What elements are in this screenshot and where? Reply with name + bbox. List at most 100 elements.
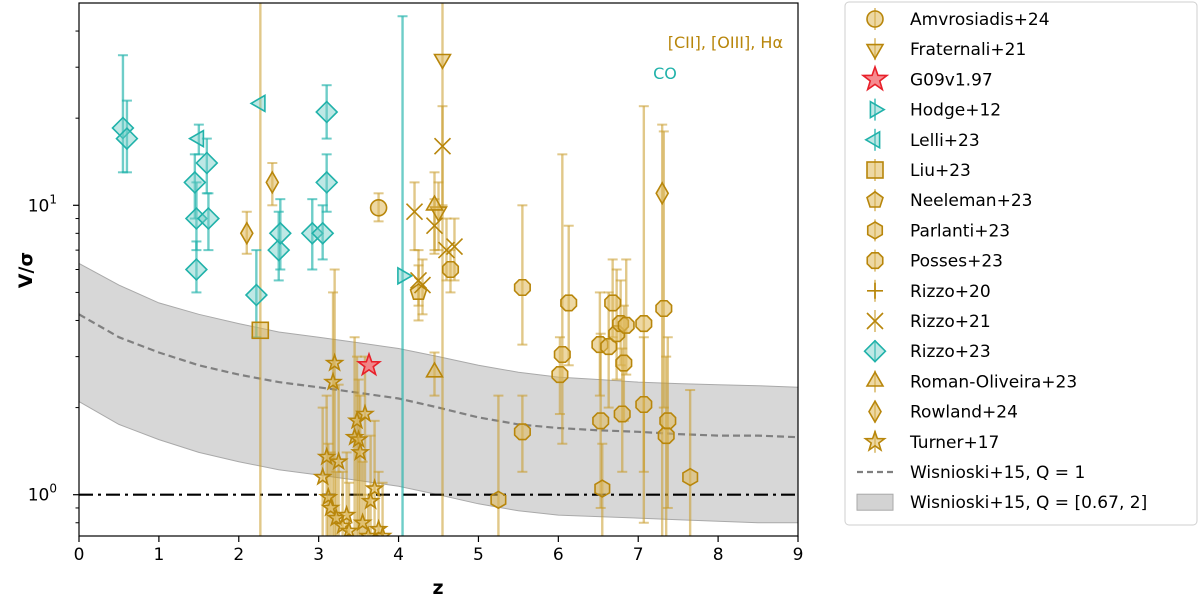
point-rizzo-21-3 xyxy=(425,217,444,235)
point-posses-23-12 xyxy=(613,405,631,423)
point-amvrosiadis-24-0 xyxy=(369,199,388,217)
point-turner-17-16 xyxy=(354,403,376,423)
point-turner-17-13 xyxy=(348,429,369,449)
point-lelli-23-1 xyxy=(188,129,205,148)
point-lelli-23-0 xyxy=(249,94,266,113)
point-parlanti-23-1 xyxy=(594,479,611,498)
legend-label-g09v1-97: G09v1.97 xyxy=(910,70,993,90)
legend-handle-posses-23 xyxy=(866,252,884,270)
legend-label-wisnioski-15-q-1: Wisnioski+15, Q = 1 xyxy=(910,463,1085,483)
x-axis-label: z xyxy=(432,577,443,597)
point-turner-17-0 xyxy=(324,352,345,372)
point-rizzo-23-13 xyxy=(315,100,339,124)
legend-label-roman-oliveira-23: Roman-Oliveira+23 xyxy=(910,372,1077,392)
x-tick-label-0: 0 xyxy=(74,545,85,565)
point-rizzo-23-1 xyxy=(115,127,139,151)
point-turner-17-14 xyxy=(350,441,371,461)
point-rizzo-21-2 xyxy=(413,276,432,294)
legend-label-turner-17: Turner+17 xyxy=(909,433,999,453)
x-tick-label-2: 2 xyxy=(233,545,244,565)
point-g09v1-97-0 xyxy=(355,351,383,377)
point-posses-23-5 xyxy=(560,294,578,312)
point-posses-23-18 xyxy=(657,427,675,445)
point-turner-17-2 xyxy=(312,466,333,486)
legend: Amvrosiadis+24 Fraternali+21 G09v1.97 Hodge… xyxy=(844,1,1198,526)
legend-label-rizzo-20: Rizzo+20 xyxy=(910,282,991,302)
legend-label-rizzo-21: Rizzo+21 xyxy=(910,312,991,332)
x-tick-label-7: 7 xyxy=(633,545,644,565)
point-turner-17-1 xyxy=(322,371,344,391)
legend-handle-roman-oliveira-23 xyxy=(865,370,885,387)
point-rizzo-23-0 xyxy=(111,116,135,140)
legend-label-rizzo-23: Rizzo+23 xyxy=(910,342,991,362)
point-rizzo-23-6 xyxy=(196,206,220,231)
point-turner-17-19 xyxy=(364,478,385,498)
y-axis-label: V/σ xyxy=(15,252,37,288)
legend-handle-g09v1-97 xyxy=(860,64,890,92)
legend-handle-parlanti-23 xyxy=(866,221,884,240)
x-tick-label-6: 6 xyxy=(553,545,564,565)
y-tick-label-1: 100 xyxy=(28,482,57,506)
x-tick-label-5: 5 xyxy=(473,545,484,565)
y-tick-label-10: 101 xyxy=(28,192,57,216)
legend-label-rowland-24: Rowland+24 xyxy=(910,403,1018,423)
x-tick-label-1: 1 xyxy=(153,545,164,565)
point-posses-23-13 xyxy=(615,354,633,372)
point-rizzo-23-4 xyxy=(184,257,208,282)
point-posses-23-16 xyxy=(635,395,653,414)
point-rowland-24-2 xyxy=(655,181,670,206)
legend-handle-neeleman-23 xyxy=(866,190,884,208)
legend-handle-fraternali-21 xyxy=(865,43,885,60)
point-posses-23-1 xyxy=(513,278,531,297)
legend-frame xyxy=(844,1,1198,526)
annotation-co: CO xyxy=(653,64,677,83)
point-posses-23-19 xyxy=(659,412,677,430)
point-rizzo-21-6 xyxy=(445,238,464,256)
legend-label-wisnioski-15-q-0-67-2: Wisnioski+15, Q = [0.67, 2] xyxy=(910,493,1147,513)
point-turner-17-9 xyxy=(336,504,357,524)
legend-handle-wisnioski-15-q-0-67-2 xyxy=(856,493,894,511)
y-tick-exp-1: 0 xyxy=(49,482,57,496)
point-rizzo-23-5 xyxy=(195,151,219,175)
point-turner-17-10 xyxy=(338,520,360,536)
annotation-ionized: [CII], [OIII], Hα xyxy=(668,33,783,52)
legend-label-lelli-23: Lelli+23 xyxy=(910,131,980,151)
point-turner-17-7 xyxy=(328,451,349,471)
point-posses-23-14 xyxy=(617,316,635,334)
point-turner-17-5 xyxy=(320,497,341,517)
legend-handle-hodge-12 xyxy=(869,100,886,119)
point-rizzo-23-3 xyxy=(184,206,208,231)
x-tick-label-8: 8 xyxy=(713,545,724,565)
legend-handle-turner-17 xyxy=(863,429,887,452)
legend-handle-rowland-24 xyxy=(868,399,882,424)
legend-handle-lelli-23 xyxy=(864,130,881,150)
legend-label-posses-23: Posses+23 xyxy=(910,252,1003,272)
point-parlanti-23-2 xyxy=(682,467,699,487)
point-rizzo-23-8 xyxy=(267,238,291,262)
point-turner-17-15 xyxy=(352,512,373,532)
point-posses-23-9 xyxy=(604,294,622,312)
legend-label-liu-23: Liu+23 xyxy=(910,161,971,181)
point-turner-17-3 xyxy=(316,446,337,466)
legend-label-fraternali-21: Fraternali+21 xyxy=(910,40,1026,60)
point-turner-17-18 xyxy=(360,490,381,510)
legend-handle-rizzo-21 xyxy=(866,312,884,330)
point-posses-23-17 xyxy=(655,299,673,318)
legend-label-hodge-12: Hodge+12 xyxy=(910,101,1001,121)
model-line xyxy=(79,313,798,439)
point-roman-oliveira-23-1 xyxy=(425,361,444,378)
point-turner-17-21 xyxy=(372,525,393,536)
legend-label-amvrosiadis-24: Amvrosiadis+24 xyxy=(910,10,1050,30)
point-posses-23-0 xyxy=(441,260,460,279)
point-posses-23-7 xyxy=(592,412,610,430)
legend-handle-rizzo-23 xyxy=(863,339,887,363)
point-rizzo-23-12 xyxy=(315,170,339,194)
point-posses-23-3 xyxy=(551,366,569,384)
legend-label-parlanti-23: Parlanti+23 xyxy=(910,221,1010,241)
point-parlanti-23-0 xyxy=(490,490,507,510)
point-rizzo-21-0 xyxy=(405,203,424,221)
y-tick-exp-10: 1 xyxy=(49,192,57,206)
point-fraternali-21-0 xyxy=(433,53,452,70)
x-tick-label-9: 9 xyxy=(793,545,804,565)
